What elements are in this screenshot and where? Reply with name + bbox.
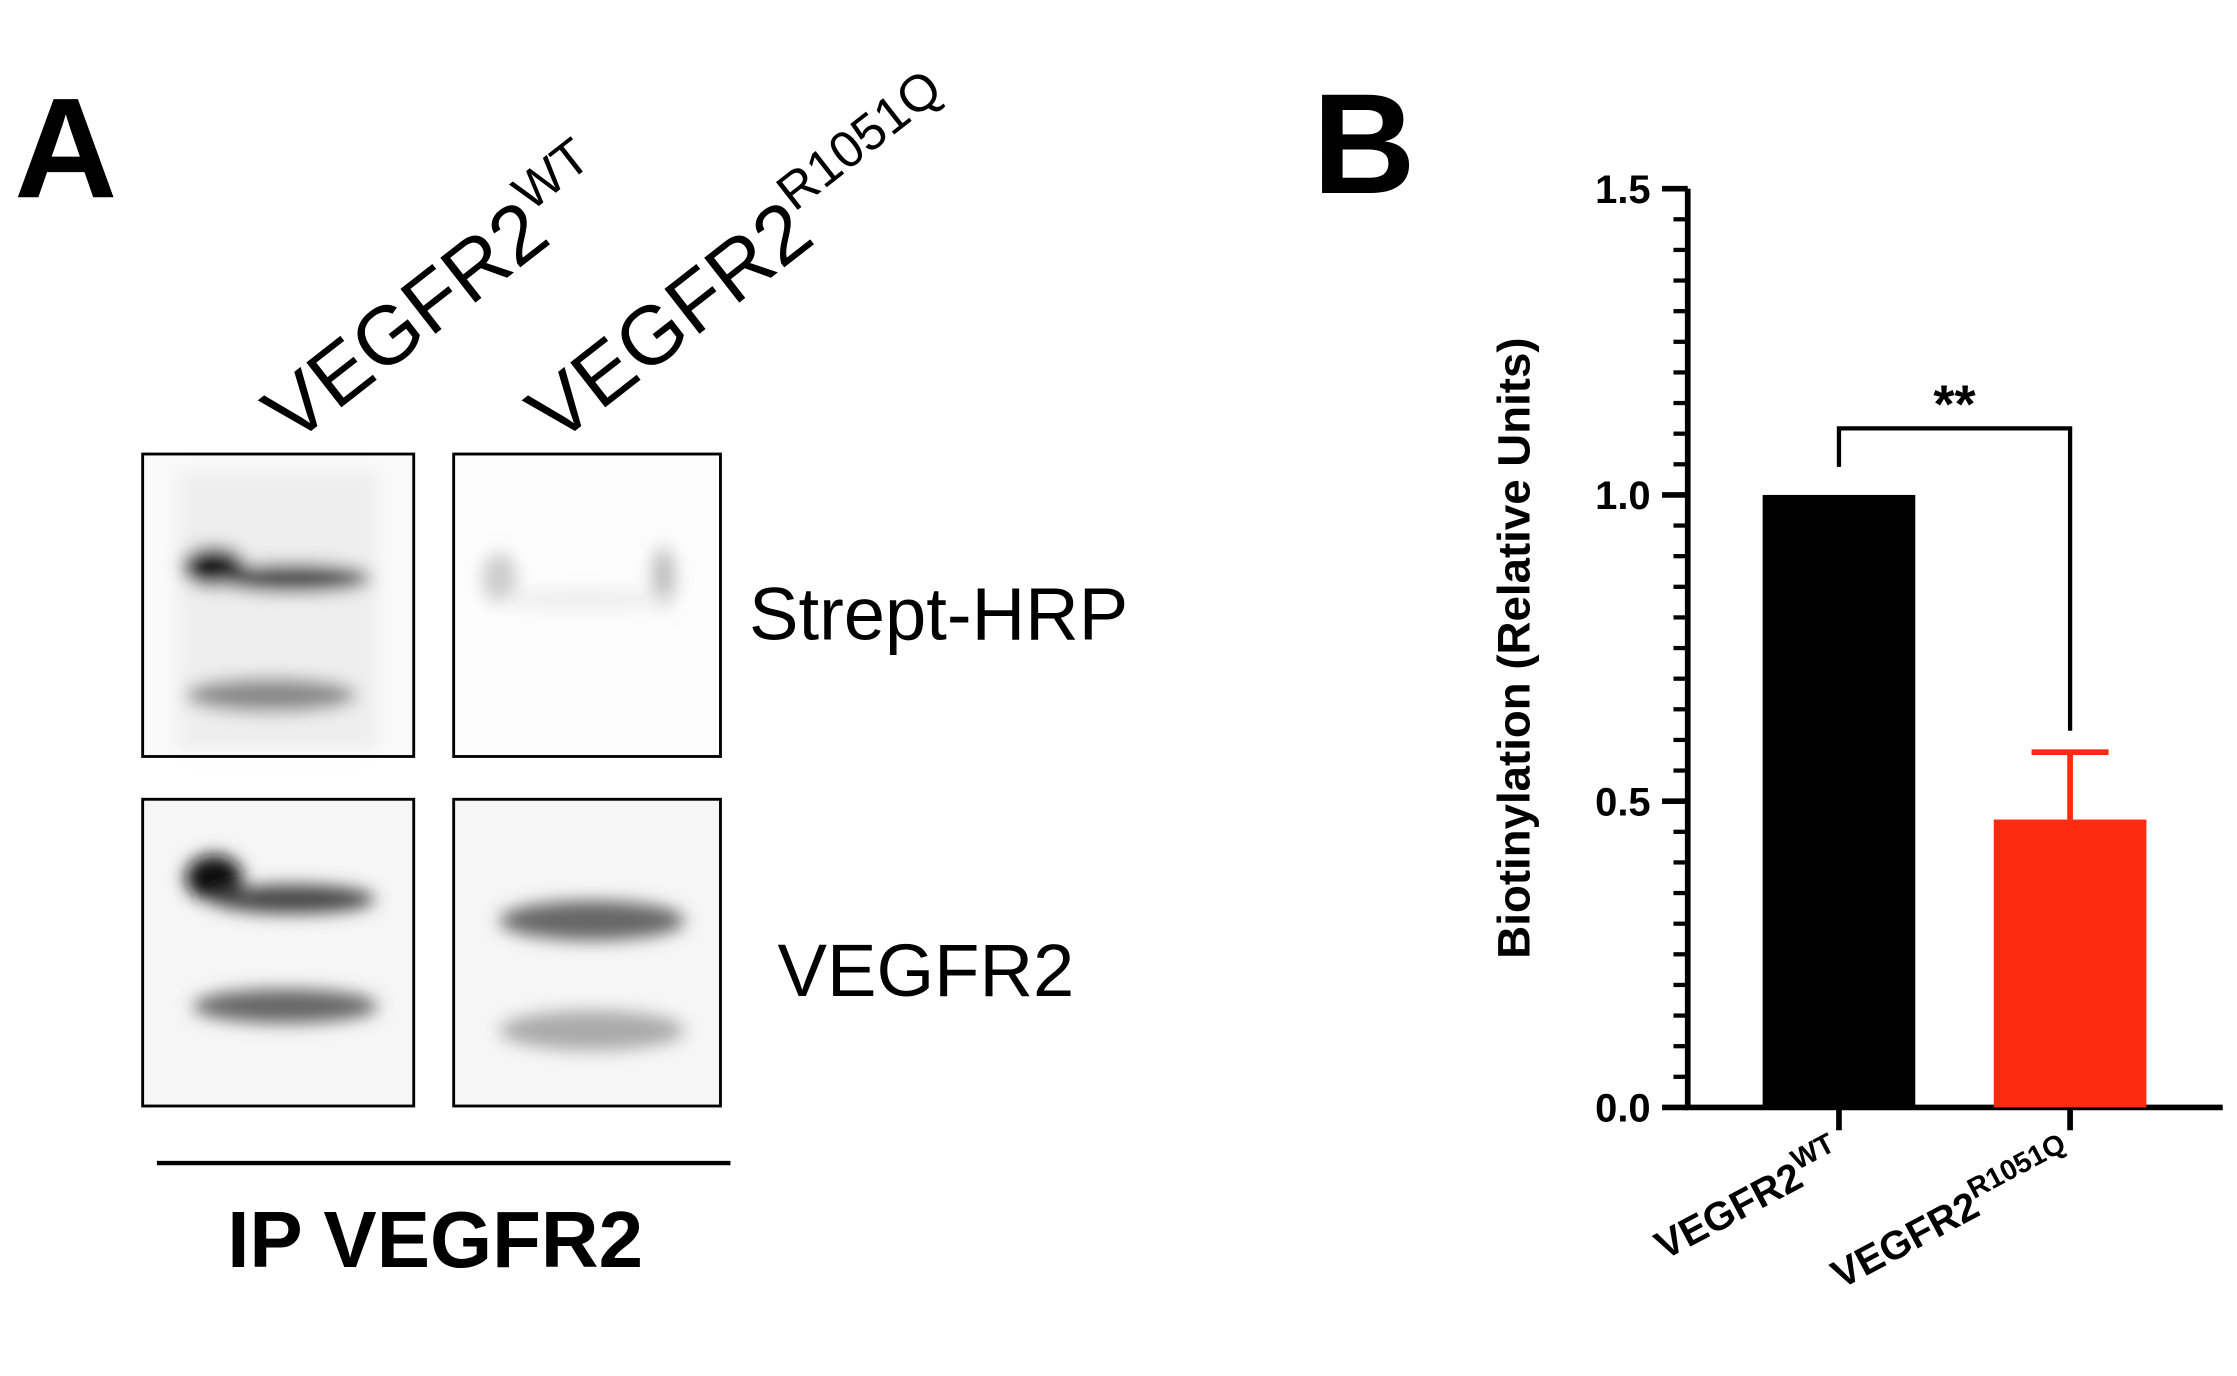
y-axis-label: Biotinylation (Relative Units) xyxy=(1488,337,1539,958)
y-tick-label: 1.0 xyxy=(1595,474,1651,518)
bar xyxy=(1762,494,1916,1108)
blot-label: Strept-HRP xyxy=(749,572,1128,655)
y-tick-label: 0.5 xyxy=(1595,780,1651,824)
x-tick-label: VEGFR2R1051Q xyxy=(1821,1127,2080,1297)
y-tick-label: 1.5 xyxy=(1595,168,1651,212)
blot-image xyxy=(141,797,416,1108)
ip-label: IP VEGFR2 xyxy=(227,1195,643,1284)
blot-image xyxy=(141,452,416,758)
category-name: VEGFR2 xyxy=(1824,1183,1986,1297)
panel-label: A xyxy=(14,69,117,228)
significance-label: ** xyxy=(1933,375,1976,435)
bar xyxy=(1993,819,2147,1108)
y-tick-label: 0.0 xyxy=(1595,1087,1651,1131)
blot-image xyxy=(452,452,722,758)
blot-label: VEGFR2 xyxy=(778,929,1075,1012)
panel-label: B xyxy=(1313,65,1416,224)
lane-label: VEGFR2R1051Q xyxy=(505,58,979,459)
category-superscript: R1051Q xyxy=(1962,1127,2071,1205)
blot-image xyxy=(452,797,722,1108)
category-name: VEGFR2 xyxy=(1648,1154,1810,1268)
x-tick-label: VEGFR2WT xyxy=(1645,1127,1850,1268)
significance-bracket xyxy=(1836,426,2073,731)
